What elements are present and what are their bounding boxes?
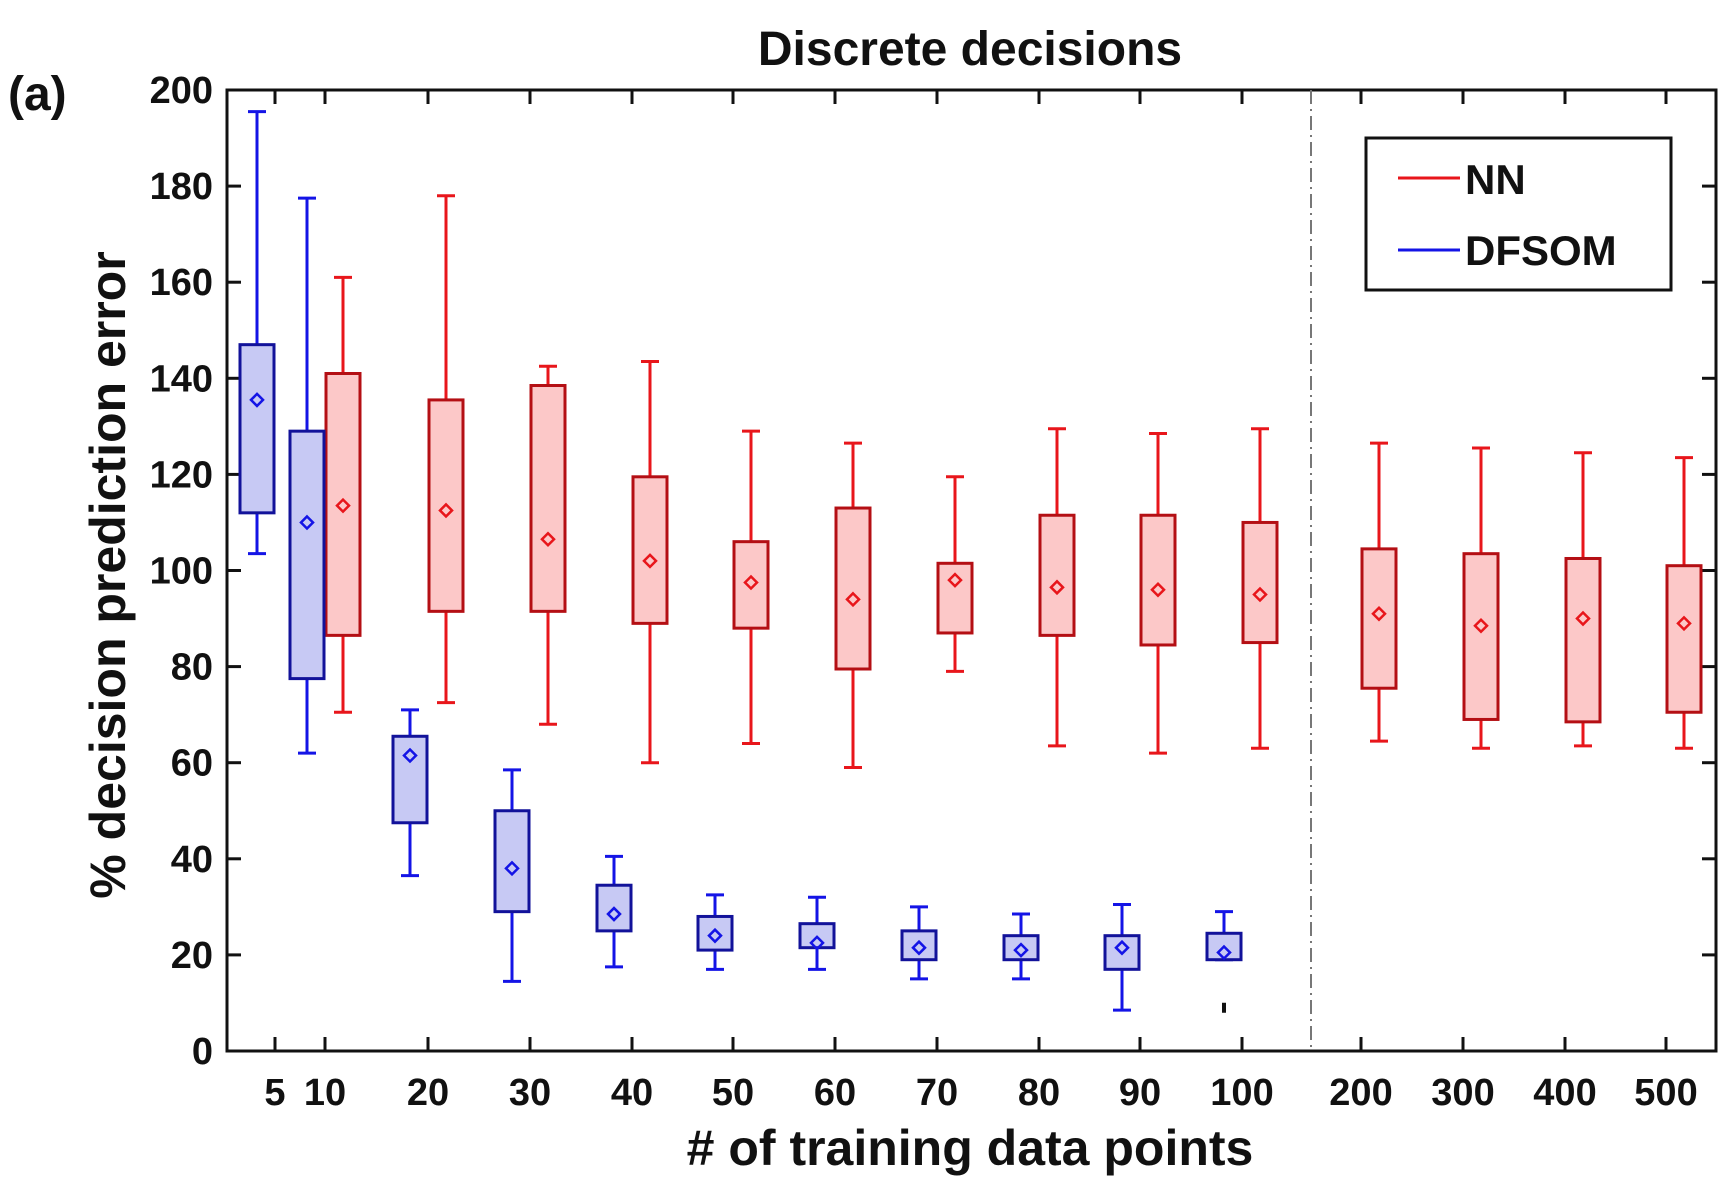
x-tick-label: 60 — [814, 1072, 856, 1114]
legend-label-dfsom: DFSOM — [1465, 227, 1617, 274]
y-tick-label: 20 — [171, 935, 213, 977]
panel-label: (a) — [8, 68, 67, 121]
dfsom-box — [1002, 934, 1040, 962]
nn-box — [1462, 552, 1500, 721]
nn-box — [631, 475, 669, 625]
nn-box — [1139, 513, 1177, 647]
x-axis-label: # of training data points — [687, 1120, 1254, 1176]
dfsom-mean-marker — [1114, 939, 1130, 956]
nn-box — [1241, 520, 1279, 645]
nn-box — [529, 384, 567, 613]
nn-mean-marker — [438, 502, 454, 519]
x-tick-label: 80 — [1018, 1072, 1060, 1114]
nn-mean-marker — [335, 497, 351, 514]
dfsom-box — [288, 429, 326, 681]
y-tick-label: 200 — [150, 70, 213, 112]
nn-box — [1564, 556, 1602, 724]
y-tick-label: 0 — [192, 1031, 213, 1073]
nn-box — [1665, 564, 1703, 714]
nn-box — [732, 540, 770, 630]
nn-mean-marker — [947, 572, 963, 588]
nn-box — [1038, 513, 1076, 637]
plot-area: 0 20 40 60 80 100 120 140 160 180 200 5 10 20 30 40 50 60… — [150, 70, 1718, 1114]
chart-title: Discrete decisions — [758, 23, 1182, 76]
dfsom-box — [238, 343, 276, 515]
x-tick-label: 100 — [1210, 1072, 1273, 1114]
nn-mean-marker — [1371, 605, 1387, 622]
legend-box — [1364, 136, 1673, 292]
nn-mean-marker — [642, 553, 658, 569]
y-tick-label: 100 — [150, 551, 213, 593]
nn-mean-marker — [540, 531, 556, 548]
dfsom-mean-marker — [606, 906, 622, 922]
dfsom-box — [493, 809, 531, 914]
x-tick-label: 500 — [1634, 1072, 1697, 1114]
y-tick-label: 40 — [171, 839, 213, 881]
nn-mean-marker — [1676, 615, 1692, 632]
y-tick-label: 120 — [150, 454, 213, 496]
nn-box — [427, 398, 465, 613]
nn-mean-marker — [845, 591, 861, 608]
dfsom-mean-marker — [707, 927, 723, 944]
x-tick-label: 40 — [611, 1072, 653, 1114]
dfsom-mean-marker — [1013, 942, 1029, 958]
x-tick-label: 50 — [712, 1072, 754, 1114]
x-tick-label: 30 — [509, 1072, 551, 1114]
dfsom-mean-marker — [911, 939, 927, 956]
legend: NN DFSOM — [1364, 136, 1673, 292]
dfsom-mean-marker — [1216, 944, 1232, 961]
dfsom-mean-marker — [402, 747, 418, 764]
y-tick-label: 180 — [150, 166, 213, 208]
y-tick-label: 80 — [171, 647, 213, 689]
x-tick-label: 400 — [1533, 1072, 1596, 1114]
nn-box — [324, 371, 362, 637]
nn-mean-marker — [1049, 579, 1065, 596]
x-tick-label: 10 — [304, 1072, 346, 1114]
dfsom-mean-marker — [809, 935, 825, 951]
nn-mean-marker — [1252, 586, 1268, 603]
x-tick-label: 90 — [1119, 1072, 1161, 1114]
dfsom-mean-marker — [299, 514, 315, 531]
dfsom-mean-marker — [504, 860, 520, 877]
nn-mean-marker — [1473, 617, 1489, 634]
nn-box — [834, 506, 872, 671]
x-tick-label: 5 — [264, 1072, 285, 1114]
x-tick-label: 200 — [1329, 1072, 1392, 1114]
x-tick-label: 20 — [407, 1072, 449, 1114]
nn-mean-marker — [1575, 610, 1591, 627]
legend-label-nn: NN — [1465, 156, 1526, 203]
nn-mean-marker — [743, 574, 759, 591]
nn-mean-marker — [1150, 581, 1166, 598]
y-tick-label: 60 — [171, 743, 213, 785]
dfsom-mean-marker — [249, 392, 265, 408]
x-tick-label: 300 — [1431, 1072, 1494, 1114]
y-tick-label: 160 — [150, 262, 213, 304]
x-tick-label: 70 — [916, 1072, 958, 1114]
y-tick-label: 140 — [150, 358, 213, 400]
dfsom-box — [696, 914, 734, 952]
y-axis-label: % decision prediction error — [80, 251, 136, 898]
